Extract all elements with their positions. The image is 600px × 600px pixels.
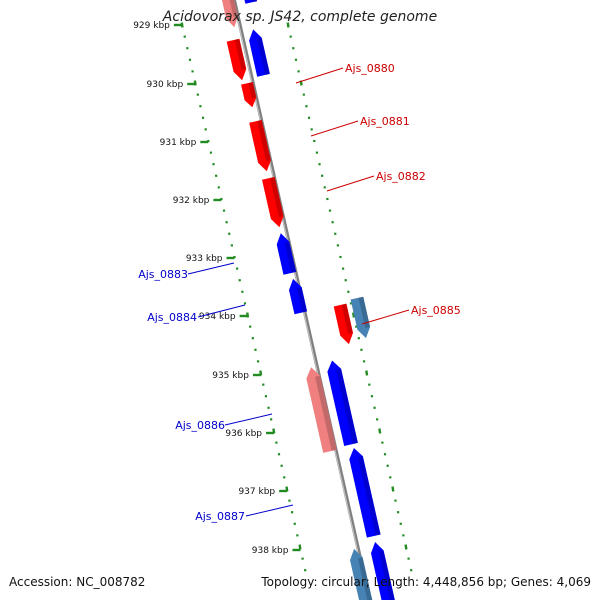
genome-title: Acidovorax sp. JS42, complete genome bbox=[162, 9, 438, 25]
accession-text: Accession: NC_008782 bbox=[9, 575, 146, 589]
genome-summary-text: Topology: circular; Length: 4,448,856 bp… bbox=[261, 575, 591, 589]
scale-tick-label: 934 kbp bbox=[199, 312, 236, 322]
gene-arrow-Ajs_0883[interactable] bbox=[276, 233, 297, 275]
gene-arrow-shading bbox=[229, 0, 238, 18]
tick-labels: 929 kbp 930 kbp 931 kbp 932 kbp 933 kbp 934 k… bbox=[133, 21, 301, 556]
gene-arrow[interactable] bbox=[226, 38, 247, 81]
gene-arrow-shading bbox=[341, 303, 353, 334]
gene-arrow-Ajs_0884[interactable] bbox=[289, 278, 308, 315]
gene-arrow[interactable] bbox=[350, 296, 371, 339]
gene-arrow[interactable] bbox=[327, 360, 358, 447]
gene-arrow[interactable] bbox=[350, 548, 374, 600]
gene-arrow-shading bbox=[357, 456, 381, 536]
major-tick bbox=[286, 22, 290, 28]
gene-arrow-Ajs_0887[interactable] bbox=[349, 448, 381, 538]
gene-arrow-shading bbox=[358, 296, 371, 328]
scale-tick-label: 935 kbp bbox=[212, 371, 249, 381]
gene-label-Ajs_0882[interactable]: Ajs_0882 bbox=[376, 170, 426, 183]
gene-arrow-Ajs_0880[interactable] bbox=[249, 29, 270, 77]
gene-arrow-Ajs_0885[interactable] bbox=[333, 303, 353, 345]
gene-label-Ajs_0885[interactable]: Ajs_0885 bbox=[411, 304, 461, 317]
gene-label-Ajs_0887[interactable]: Ajs_0887 bbox=[195, 510, 245, 523]
scale-tick-label: 931 kbp bbox=[160, 138, 197, 148]
major-tick bbox=[365, 370, 369, 376]
scale-tick-label: 937 kbp bbox=[238, 487, 275, 497]
major-tick bbox=[298, 544, 302, 550]
gene-features bbox=[221, 0, 396, 600]
gene-arrow-shading bbox=[357, 557, 373, 600]
scale-tick-label: 930 kbp bbox=[147, 80, 184, 90]
gene-label-leader bbox=[361, 309, 410, 325]
scale-tick-label: 929 kbp bbox=[133, 21, 170, 31]
gene-arrow-shading bbox=[336, 368, 358, 445]
gene-arrow-shading bbox=[248, 82, 257, 99]
gene-label-leader bbox=[224, 413, 273, 426]
scale-tick-label: 932 kbp bbox=[173, 196, 210, 206]
gene-arrow-shading bbox=[252, 0, 258, 3]
gene-label-Ajs_0886[interactable]: Ajs_0886 bbox=[175, 419, 225, 432]
major-tick bbox=[352, 312, 356, 318]
gene-arrow-shading bbox=[315, 375, 337, 451]
gene-arrow-shading bbox=[257, 119, 271, 162]
gene-label-Ajs_0880[interactable]: Ajs_0880 bbox=[345, 62, 395, 75]
gene-arrow-shading bbox=[296, 287, 308, 313]
gene-arrow[interactable] bbox=[241, 82, 257, 108]
gene-arrow[interactable] bbox=[244, 0, 258, 4]
scale-tick-label: 936 kbp bbox=[225, 429, 262, 439]
gene-labels: Ajs_0880 Ajs_0881 Ajs_0882 Ajs_0883 Ajs_0884… bbox=[138, 62, 461, 523]
gene-label-Ajs_0884[interactable]: Ajs_0884 bbox=[147, 311, 197, 324]
gene-arrow-shading bbox=[284, 241, 297, 273]
gene-arrow-shading bbox=[378, 550, 395, 600]
major-tick bbox=[391, 486, 395, 492]
gene-arrow-Ajs_0886[interactable] bbox=[306, 367, 337, 453]
gene-label-Ajs_0883[interactable]: Ajs_0883 bbox=[138, 268, 188, 281]
gene-label-leader bbox=[310, 120, 359, 137]
gene-arrow-Ajs_0881[interactable] bbox=[249, 119, 271, 172]
major-tick bbox=[404, 544, 408, 550]
gene-label-leader bbox=[197, 304, 246, 318]
scale-tick-label: 933 kbp bbox=[186, 254, 223, 264]
gene-label-leader bbox=[187, 262, 235, 275]
gene-arrow-shading bbox=[234, 38, 247, 71]
major-tick bbox=[180, 22, 184, 28]
major-tick bbox=[378, 428, 382, 434]
gene-arrow-shading bbox=[270, 176, 284, 218]
gene-arrow[interactable] bbox=[371, 542, 396, 600]
gene-arrow-Ajs_0882[interactable] bbox=[262, 176, 284, 228]
gene-label-leader bbox=[326, 175, 375, 192]
gene-label-leader bbox=[245, 504, 294, 517]
gene-label-Ajs_0881[interactable]: Ajs_0881 bbox=[360, 115, 410, 128]
gene-arrow-shading bbox=[257, 37, 270, 75]
gene-label-leader bbox=[295, 67, 344, 84]
scale-tick-label: 938 kbp bbox=[252, 546, 289, 556]
gene-arrow[interactable] bbox=[221, 0, 238, 28]
